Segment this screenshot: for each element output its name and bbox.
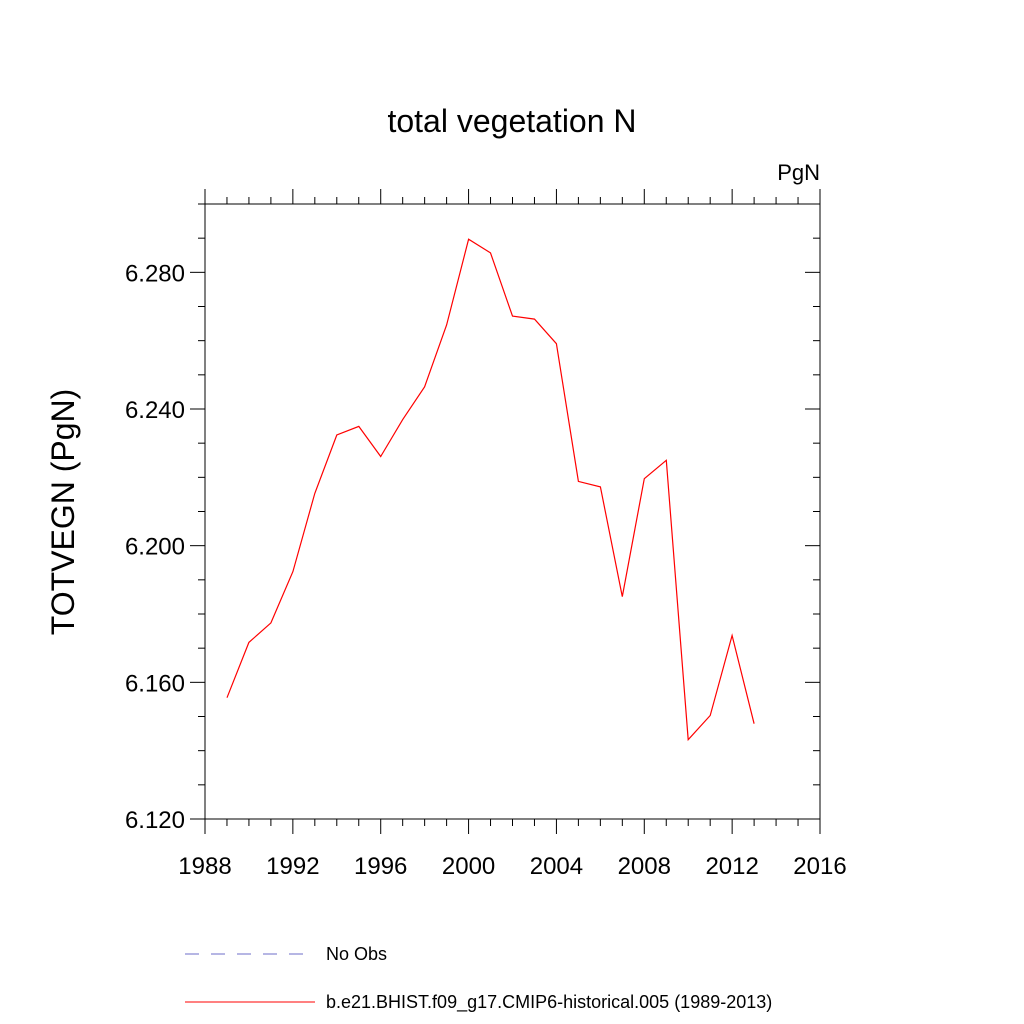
axis-ticks	[190, 189, 821, 834]
legend-label: No Obs	[326, 944, 387, 964]
y-axis-label: TOTVEGN (PgN)	[45, 389, 81, 636]
x-tick-label: 2012	[705, 853, 758, 880]
x-tick-label: 2008	[618, 853, 671, 880]
units-label: PgN	[777, 160, 820, 185]
chart-title: total vegetation N	[387, 103, 636, 139]
tick-labels: 1988 1992 1996 2000 2004 2008 2012 2016 6.120 6.1…	[125, 260, 847, 880]
x-tick-label: 1988	[178, 853, 231, 880]
y-tick-label: 6.160	[125, 670, 185, 697]
y-tick-label: 6.280	[125, 260, 185, 287]
plot-frame	[204, 203, 821, 820]
legend: No Obs b.e21.BHIST.f09_g17.CMIP6-historic…	[185, 944, 772, 1013]
x-tick-label: 2000	[442, 853, 495, 880]
y-tick-label: 6.120	[125, 807, 185, 834]
legend-label: b.e21.BHIST.f09_g17.CMIP6-historical.005…	[326, 992, 772, 1013]
y-tick-label: 6.200	[125, 534, 185, 561]
series-layer	[226, 238, 755, 742]
x-tick-label: 1992	[266, 853, 319, 880]
y-tick-label: 6.240	[125, 397, 185, 424]
x-tick-label: 1996	[354, 853, 407, 880]
series-line	[226, 238, 755, 742]
x-tick-label: 2004	[530, 853, 583, 880]
x-tick-label: 2016	[793, 853, 846, 880]
